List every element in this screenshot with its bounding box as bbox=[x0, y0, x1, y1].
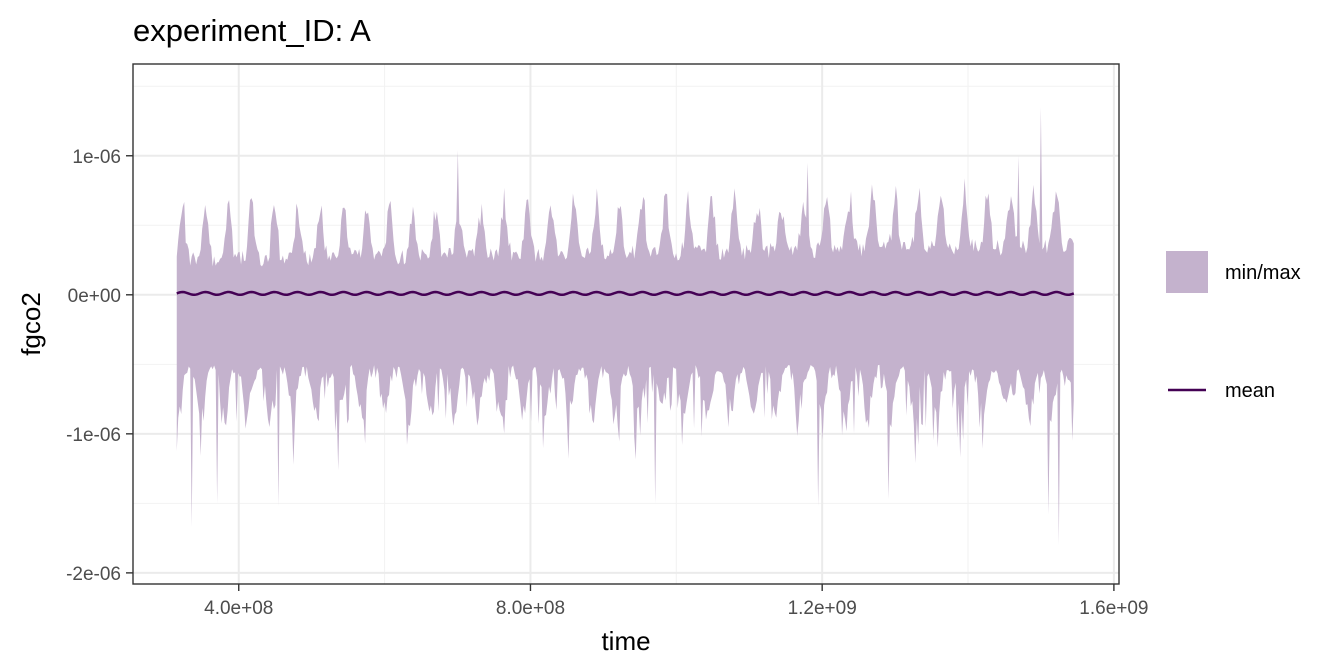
series-minmax-ribbon bbox=[176, 107, 1074, 546]
x-tick-label: 4.0e+08 bbox=[204, 598, 273, 619]
panel-border bbox=[132, 63, 1120, 585]
y-tick-label: 1e-06 bbox=[72, 147, 121, 168]
x-tick-label: 1.6e+09 bbox=[1079, 598, 1148, 619]
chart-title: experiment_ID: A bbox=[133, 13, 371, 48]
y-tick-label: -2e-06 bbox=[66, 564, 121, 585]
x-tick-label: 1.2e+09 bbox=[788, 598, 857, 619]
x-tick-label: 8.0e+08 bbox=[496, 598, 565, 619]
series-mean-line bbox=[176, 290, 1075, 297]
legend-label-mean: mean bbox=[1225, 380, 1275, 402]
legend-key-minmax bbox=[1166, 251, 1208, 293]
y-axis: 1e-06 0e+00 -1e-06 -2e-06 bbox=[66, 147, 133, 585]
y-tick-label: 0e+00 bbox=[68, 286, 121, 307]
y-axis-title: fgco2 bbox=[16, 292, 46, 356]
x-axis: 4.0e+08 8.0e+08 1.2e+09 1.6e+09 bbox=[204, 584, 1149, 619]
y-tick-label: -1e-06 bbox=[66, 425, 121, 446]
x-axis-title: time bbox=[601, 626, 650, 656]
plot-area bbox=[132, 63, 1120, 585]
legend: min/max mean bbox=[1166, 251, 1301, 402]
series-layer bbox=[176, 107, 1075, 546]
legend-label-minmax: min/max bbox=[1225, 262, 1301, 284]
